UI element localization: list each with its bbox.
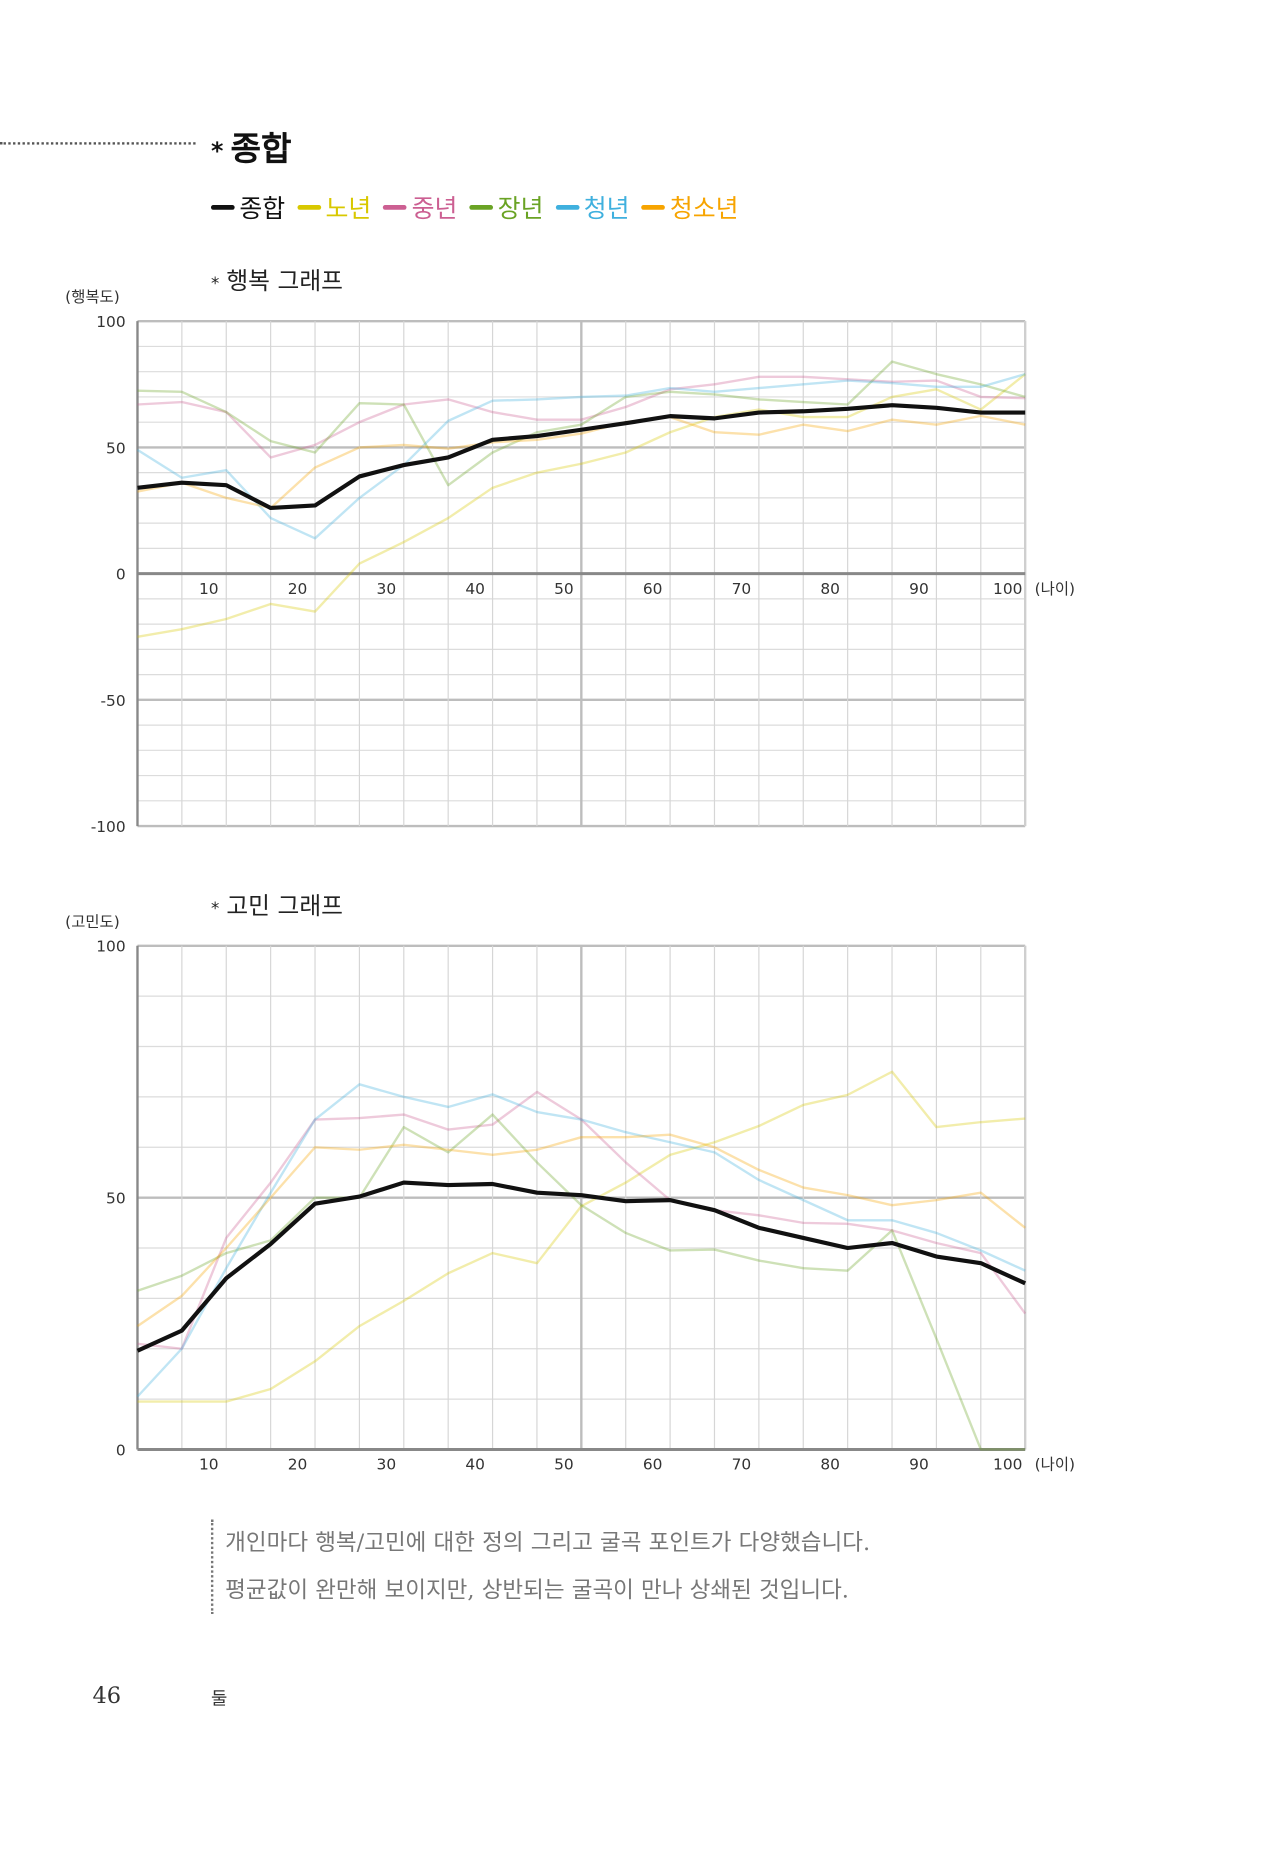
x-tick-label: 30 bbox=[377, 580, 397, 598]
legend-item-teen: 청소년 bbox=[641, 190, 739, 226]
legend-label: 청년 bbox=[583, 194, 630, 223]
legend: 종합 노년 중년 장년 청년 청소년 bbox=[210, 190, 739, 226]
section-title: * 종합 bbox=[211, 123, 292, 170]
legend-swatch bbox=[297, 205, 321, 210]
legend-label: 중년 bbox=[411, 194, 458, 223]
x-tick-label: 10 bbox=[199, 1456, 219, 1474]
legend-label: 노년 bbox=[325, 194, 372, 223]
x-tick-label: 20 bbox=[288, 580, 308, 598]
y-tick-label: 100 bbox=[96, 938, 125, 956]
asterisk: * bbox=[210, 274, 220, 294]
x-tick-label: 80 bbox=[820, 1456, 840, 1474]
x-tick-label: 100 bbox=[993, 1456, 1022, 1474]
x-tick-label: 10 bbox=[199, 580, 219, 598]
legend-item-total: 종합 bbox=[210, 190, 286, 226]
legend-label: 장년 bbox=[497, 194, 544, 223]
legend-swatch bbox=[383, 205, 407, 210]
happiness-y-axis-title: (행복도) bbox=[65, 289, 120, 307]
series-line-total bbox=[136, 1180, 1027, 1353]
y-tick-label: 0 bbox=[116, 566, 126, 584]
series-line-total bbox=[137, 403, 1026, 511]
x-tick-label: 90 bbox=[909, 1456, 929, 1474]
x-tick-label: 40 bbox=[465, 1456, 485, 1474]
legend-item-youth: 청년 bbox=[555, 190, 630, 226]
series-line-청소년 bbox=[136, 1133, 1026, 1328]
asterisk: * bbox=[210, 899, 220, 919]
series-line-청소년 bbox=[137, 414, 1026, 510]
caption-note: 개인마다 행복/고민에 대한 정의 그리고 굴곡 포인트가 다양했습니다. 평균… bbox=[210, 1519, 871, 1615]
x-tick-label: 70 bbox=[732, 580, 752, 598]
happiness-chart-title: * 행복 그래프 bbox=[211, 262, 343, 296]
page-number: 46 bbox=[92, 1682, 122, 1710]
series-line-중년 bbox=[137, 375, 1026, 459]
x-tick-label: 60 bbox=[643, 580, 663, 598]
y-tick-label: 50 bbox=[106, 1190, 126, 1208]
legend-item-prime-age: 장년 bbox=[469, 190, 543, 226]
y-tick-label: 100 bbox=[96, 313, 125, 331]
x-tick-label: 30 bbox=[377, 1456, 397, 1474]
worry-chart-title: * 고민 그래프 bbox=[211, 887, 343, 921]
series-line-노년 bbox=[137, 373, 1026, 638]
caption-line: 평균값이 완만해 보이지만, 상반되는 굴곡이 만나 상쇄된 것입니다. bbox=[225, 1577, 849, 1604]
legend-item-middle-age: 중년 bbox=[383, 190, 457, 226]
asterisk: * bbox=[210, 136, 224, 165]
x-tick-label: 60 bbox=[643, 1456, 663, 1474]
x-tick-label: 80 bbox=[820, 580, 840, 598]
worry-chart: 100 50 0 10 20 30 40 50 60 70 80 90 100 (나이) bbox=[96, 938, 1075, 1474]
legend-swatch bbox=[555, 205, 580, 210]
legend-swatch bbox=[641, 205, 666, 210]
x-axis-title: (나이) bbox=[1035, 1456, 1075, 1474]
y-tick-label: -50 bbox=[100, 692, 125, 710]
y-tick-label: -100 bbox=[91, 818, 126, 836]
x-tick-label: 90 bbox=[909, 580, 929, 598]
legend-swatch bbox=[469, 205, 493, 210]
series-line-중년 bbox=[137, 1090, 1027, 1350]
x-tick-label: 100 bbox=[993, 580, 1022, 598]
x-tick-label: 20 bbox=[288, 1456, 308, 1474]
y-tick-label: 50 bbox=[106, 439, 126, 457]
x-tick-label: 50 bbox=[554, 1456, 574, 1474]
series-line-장년 bbox=[137, 360, 1026, 487]
x-tick-label: 40 bbox=[465, 580, 485, 598]
x-axis-title: (나이) bbox=[1035, 580, 1075, 598]
series-line-노년 bbox=[137, 1070, 1026, 1403]
legend-swatch bbox=[210, 205, 235, 210]
legend-item-elderly: 노년 bbox=[297, 190, 371, 226]
series-line-청년 bbox=[136, 1083, 1026, 1398]
x-tick-label: 50 bbox=[554, 580, 574, 598]
chapter-label: 둘 bbox=[210, 1687, 228, 1710]
section-title-text: 종합 bbox=[230, 129, 292, 169]
x-tick-label: 70 bbox=[732, 1456, 752, 1474]
legend-label: 청소년 bbox=[669, 194, 739, 223]
dotted-divider bbox=[0, 142, 196, 145]
series-line-청년 bbox=[136, 373, 1026, 540]
y-tick-label: 0 bbox=[116, 1441, 126, 1459]
happiness-chart: 100 50 0 -50 -100 10 20 30 40 50 60 70 80 90 100 (나이) bbox=[91, 313, 1075, 836]
chart-title-text: 고민 그래프 bbox=[226, 891, 343, 920]
chart-title-text: 행복 그래프 bbox=[226, 266, 343, 296]
worry-y-axis-title: (고민도) bbox=[65, 913, 120, 932]
legend-label: 종합 bbox=[239, 194, 286, 223]
caption-line: 개인마다 행복/고민에 대한 정의 그리고 굴곡 포인트가 다양했습니다. bbox=[225, 1530, 871, 1557]
